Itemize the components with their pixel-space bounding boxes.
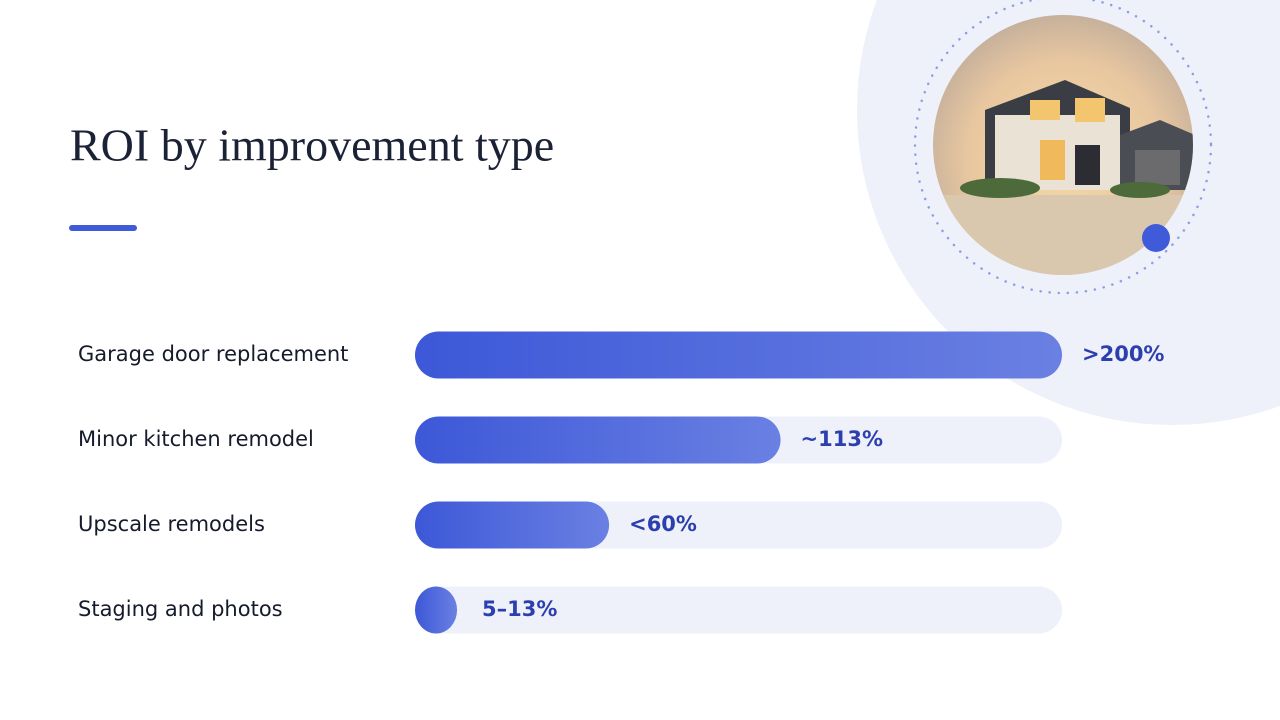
category-label: Upscale remodels — [78, 512, 265, 536]
category-label: Minor kitchen remodel — [78, 427, 314, 451]
category-label: Garage door replacement — [78, 342, 348, 366]
category-label: Staging and photos — [78, 597, 283, 621]
value-label: >200% — [1082, 342, 1164, 366]
bar — [415, 331, 1062, 379]
bar — [415, 501, 610, 549]
bar — [415, 586, 458, 634]
bar-chart: Garage door replacement >200% Minor kitche… — [78, 331, 1164, 634]
accent-dot — [1142, 224, 1170, 252]
bar-track — [415, 586, 1062, 634]
bar — [415, 416, 781, 464]
value-label: ~113% — [801, 427, 883, 451]
value-label: <60% — [629, 512, 697, 536]
dotted-ring — [913, 0, 1213, 295]
value-label: 5–13% — [482, 597, 557, 621]
slide-title: ROI by improvement type — [70, 120, 554, 171]
